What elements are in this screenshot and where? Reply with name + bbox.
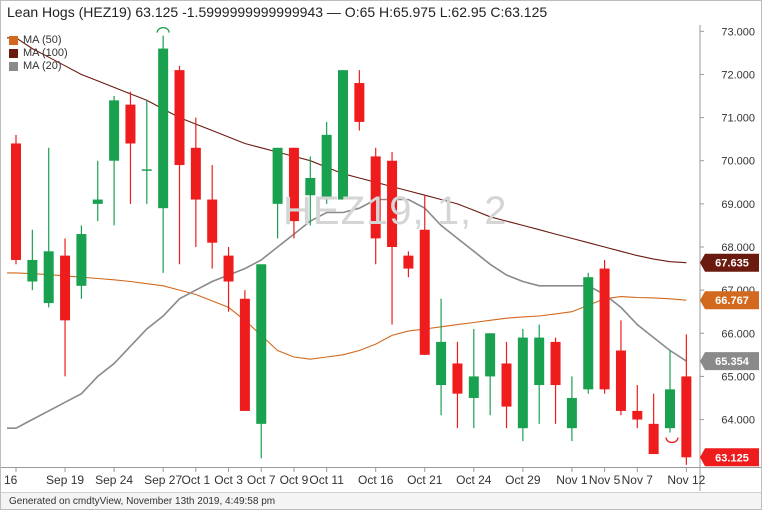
- y-tick-label: 70.000: [721, 156, 755, 168]
- candle-up: [517, 337, 528, 429]
- y-tick-label: 72.000: [721, 69, 755, 81]
- candle-up: [141, 169, 152, 171]
- candle-up: [92, 199, 103, 204]
- candle-down: [223, 255, 234, 282]
- legend-item-ma20[interactable]: MA (20): [9, 60, 68, 73]
- x-tick-label: Sep 24: [95, 473, 133, 487]
- ma20-swatch: [9, 62, 18, 71]
- y-tick-label: 69.000: [721, 199, 755, 211]
- candle-down: [452, 363, 463, 394]
- x-tick-label: Sep 19: [46, 473, 84, 487]
- x-tick-label: Nov 7: [622, 473, 654, 487]
- legend: MA (50) MA (100) MA (20): [9, 34, 68, 73]
- candle-up: [256, 264, 267, 424]
- x-tick-label: Oct 29: [505, 473, 541, 487]
- x-tick-label: Oct 24: [456, 473, 492, 487]
- last-value-badge: [700, 448, 759, 467]
- x-tick-label: Sep 27: [144, 473, 182, 487]
- x-tick-label: Nov 12: [667, 473, 705, 487]
- footer-generated-note: Generated on cmdtyView, November 13th 20…: [1, 492, 761, 509]
- legend-label: MA (100): [23, 47, 68, 59]
- candle-up: [321, 134, 332, 200]
- candle-down: [419, 229, 430, 355]
- y-tick-label: 64.000: [721, 415, 755, 427]
- last-value-label: 66.767: [715, 295, 749, 307]
- x-tick-label: 16: [4, 473, 18, 487]
- candle-down: [387, 160, 398, 247]
- y-tick-label: 66.000: [721, 328, 755, 340]
- legend-item-ma50[interactable]: MA (50): [9, 34, 68, 47]
- candle-down: [354, 83, 365, 122]
- candle-down: [11, 143, 21, 260]
- legend-label: MA (20): [23, 60, 62, 72]
- candle-up: [485, 333, 496, 377]
- x-tick-label: Nov 1: [556, 473, 588, 487]
- last-value-label: 65.354: [715, 356, 750, 368]
- last-value-badge: [700, 291, 759, 310]
- candle-up: [566, 397, 577, 429]
- legend-label: MA (50): [23, 34, 62, 46]
- x-tick-label: Oct 7: [247, 473, 276, 487]
- x-tick-label: Oct 9: [280, 473, 309, 487]
- x-tick-label: Oct 3: [214, 473, 243, 487]
- ma20-line: [7, 198, 687, 430]
- candle-down: [550, 341, 561, 386]
- legend-item-ma100[interactable]: MA (100): [9, 47, 68, 60]
- candle-up: [305, 177, 316, 196]
- candle-up: [43, 251, 54, 304]
- candle-down: [174, 70, 185, 166]
- ma100-swatch: [9, 49, 18, 58]
- y-tick-label: 73.000: [721, 26, 755, 38]
- candle-down: [403, 255, 414, 269]
- candle-up: [468, 376, 479, 398]
- x-tick-label: Oct 1: [182, 473, 211, 487]
- candle-down: [288, 147, 299, 222]
- y-tick-label: 65.000: [721, 371, 755, 383]
- y-tick-label: 68.000: [721, 242, 755, 254]
- high-marker: [156, 26, 170, 33]
- candle-down: [207, 199, 218, 243]
- symbol-watermark: HEZ19, 1, 2: [283, 189, 508, 233]
- candle-up: [436, 341, 447, 386]
- candle-down: [125, 104, 136, 144]
- x-tick-label: Oct 11: [309, 473, 344, 487]
- ma50-line: [7, 272, 687, 360]
- candle-up: [27, 259, 38, 282]
- last-value-badge: [700, 352, 759, 371]
- candle-up: [109, 100, 120, 161]
- candle-down: [599, 268, 610, 390]
- candle-up: [76, 234, 87, 286]
- candle-up: [272, 147, 283, 204]
- candle-down: [681, 376, 692, 458]
- x-tick-label: Nov 5: [589, 473, 621, 487]
- low-marker: [665, 437, 679, 444]
- candle-down: [501, 363, 512, 407]
- candle-down: [239, 298, 250, 411]
- candle-up: [665, 389, 675, 429]
- candle-down: [632, 410, 643, 420]
- candle-down: [60, 255, 71, 321]
- candle-down: [190, 147, 201, 200]
- candle-down: [370, 156, 381, 239]
- candle-up: [338, 70, 348, 200]
- candle-down: [648, 423, 659, 455]
- candle-down: [615, 350, 626, 411]
- last-value-badge: [700, 253, 759, 272]
- x-tick-label: Oct 16: [358, 473, 394, 487]
- candle-up: [534, 337, 545, 386]
- last-value-label: 67.635: [715, 258, 749, 270]
- candle-up: [583, 277, 594, 390]
- candle-up: [158, 48, 169, 209]
- y-tick-label: 71.000: [721, 113, 755, 125]
- x-tick-label: Oct 21: [407, 473, 443, 487]
- last-value-label: 63.125: [715, 452, 749, 464]
- chart-title: Lean Hogs (HEZ19) 63.125 -1.599999999999…: [7, 4, 548, 20]
- ma50-swatch: [9, 36, 18, 45]
